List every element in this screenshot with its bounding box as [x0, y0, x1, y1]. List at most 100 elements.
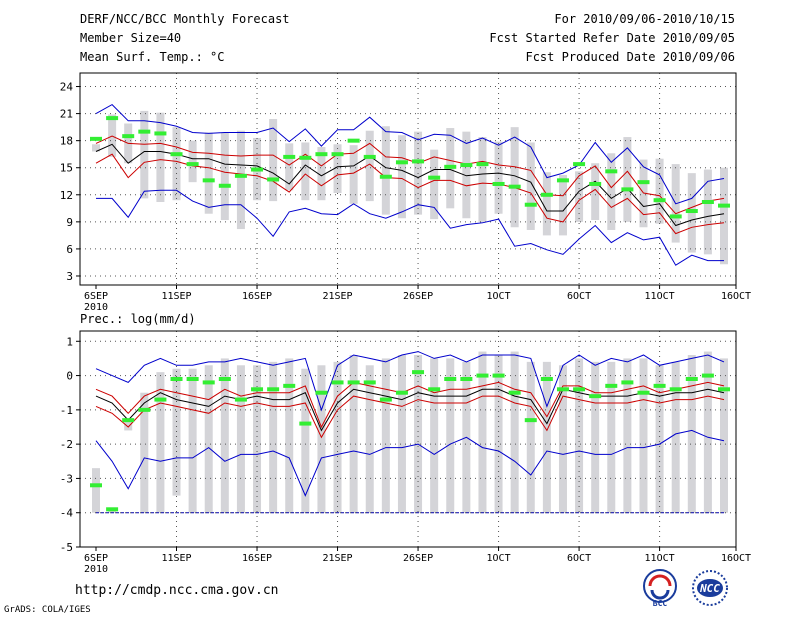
prec-observed-marker: [379, 397, 392, 402]
temp-x-tick-label: 11OCT: [645, 291, 675, 302]
prec-spread-box: [333, 361, 342, 513]
temp-spread-box: [317, 146, 326, 201]
prec-spread-box: [236, 365, 245, 513]
temp-observed-marker: [492, 181, 505, 186]
temp-observed-marker: [460, 163, 473, 168]
temp-observed-marker: [685, 209, 698, 214]
temp-observed-marker: [315, 152, 328, 157]
temp-observed-marker: [170, 152, 183, 157]
prec-spread-box: [720, 358, 728, 513]
prec-observed-marker: [395, 390, 408, 395]
temp-spread-box: [156, 112, 165, 203]
temp-observed-marker: [186, 162, 199, 167]
temp-observed-marker: [218, 183, 231, 188]
temp-spread-box: [430, 149, 439, 220]
prec-series-p10: [95, 395, 725, 439]
temp-observed-marker: [540, 192, 553, 197]
ncc-logo-text: NCC: [699, 582, 720, 595]
temp-y-tick-label: 3: [66, 270, 73, 283]
prec-observed-marker: [315, 390, 328, 395]
temp-observed-marker: [347, 138, 360, 143]
prec-y-tick-label: 0: [66, 370, 73, 383]
prec-spread-box: [494, 355, 503, 513]
prec-observed-marker: [444, 377, 457, 381]
temp-observed-marker: [138, 129, 151, 134]
temp-series-p90: [95, 135, 725, 215]
prec-y-tick-label: -2: [60, 438, 73, 451]
prec-x-tick-label: 6SEP: [84, 553, 108, 564]
temp-spread-box: [478, 137, 487, 222]
prec-spread-box: [510, 351, 519, 513]
temp-observed-marker: [122, 134, 135, 139]
temp-y-tick-label: 6: [66, 243, 73, 256]
prec-x-year-label: 2010: [84, 564, 108, 575]
temp-spread-box: [269, 119, 278, 202]
source-url[interactable]: http://cmdp.ncc.cma.gov.cn: [75, 583, 279, 598]
temp-observed-marker: [363, 154, 376, 159]
prec-spread-box: [188, 368, 197, 513]
temp-observed-marker: [637, 180, 650, 185]
temp-spread-box: [591, 163, 600, 221]
prec-spread-box: [381, 358, 390, 513]
prec-series-mean: [95, 388, 725, 432]
prec-spread-box: [317, 365, 326, 513]
prec-observed-marker: [347, 380, 360, 385]
temp-observed-marker: [299, 155, 312, 160]
temp-x-tick-label: 16SEP: [242, 291, 272, 302]
prec-observed-marker: [573, 387, 586, 392]
prec-x-tick-label: 16SEP: [242, 553, 272, 564]
prec-x-tick-label: 21SEP: [322, 553, 352, 564]
temp-observed-marker: [476, 162, 489, 167]
temp-series-max: [95, 103, 725, 205]
temp-x-tick-label: 6OCT: [567, 291, 591, 302]
temp-series-min: [96, 189, 724, 266]
prec-observed-marker: [363, 380, 376, 385]
prec-spread-box: [655, 365, 664, 513]
prec-x-tick-label: 11SEP: [161, 553, 191, 564]
temp-observed-marker: [251, 167, 264, 172]
chart-title: DERF/NCC/BCC Monthly Forecast: [80, 12, 290, 26]
prec-observed-marker: [685, 377, 698, 381]
temp-spread-box: [575, 171, 584, 222]
temperature-variable-label: Mean Surf. Temp.: °C: [80, 50, 225, 64]
prec-observed-marker: [605, 383, 618, 388]
prec-spread-box: [639, 358, 648, 513]
prec-spread-box: [607, 361, 616, 513]
prec-observed-marker: [412, 370, 425, 375]
temperature-chart: 3 6 9 12 15 18 21 24 6SEP 11SEP 16SEP 21SEP 26SEP 1OC…: [60, 72, 751, 313]
prec-spread-box: [365, 365, 374, 513]
prec-observed-marker: [428, 387, 441, 392]
prec-spread-box: [92, 468, 100, 513]
prec-observed-marker: [234, 397, 247, 402]
temp-observed-marker: [701, 200, 714, 205]
temp-spread-box: [220, 132, 229, 221]
prec-observed-marker: [669, 387, 682, 392]
prec-observed-marker: [122, 418, 135, 423]
prec-observed-marker: [621, 380, 634, 385]
prec-observed-marker: [154, 397, 167, 402]
prec-spread-box: [558, 365, 567, 513]
prec-observed-marker: [202, 380, 215, 385]
temp-observed-marker: [605, 169, 618, 174]
temp-spread-box: [349, 145, 358, 204]
prec-observed-marker: [718, 387, 730, 392]
temp-spread-box: [494, 141, 503, 214]
temp-observed-marker: [379, 174, 392, 179]
temp-series-p10: [95, 153, 725, 235]
prec-series-p90: [95, 381, 725, 429]
temp-spread-box: [236, 130, 245, 230]
prec-spread-box: [253, 365, 262, 513]
prec-spread-box: [446, 358, 455, 513]
prec-observed-marker: [218, 377, 231, 381]
temp-y-tick-label: 18: [60, 135, 73, 148]
temp-spread-box: [655, 158, 664, 224]
temp-observed-marker: [653, 198, 666, 203]
temp-observed-marker: [202, 178, 215, 183]
temp-observed-marker: [331, 152, 344, 157]
prec-observed-marker: [299, 421, 312, 426]
temp-observed-marker: [267, 177, 280, 182]
temp-observed-marker: [589, 181, 602, 186]
prec-observed-marker: [540, 377, 553, 381]
prec-observed-marker: [90, 483, 102, 488]
